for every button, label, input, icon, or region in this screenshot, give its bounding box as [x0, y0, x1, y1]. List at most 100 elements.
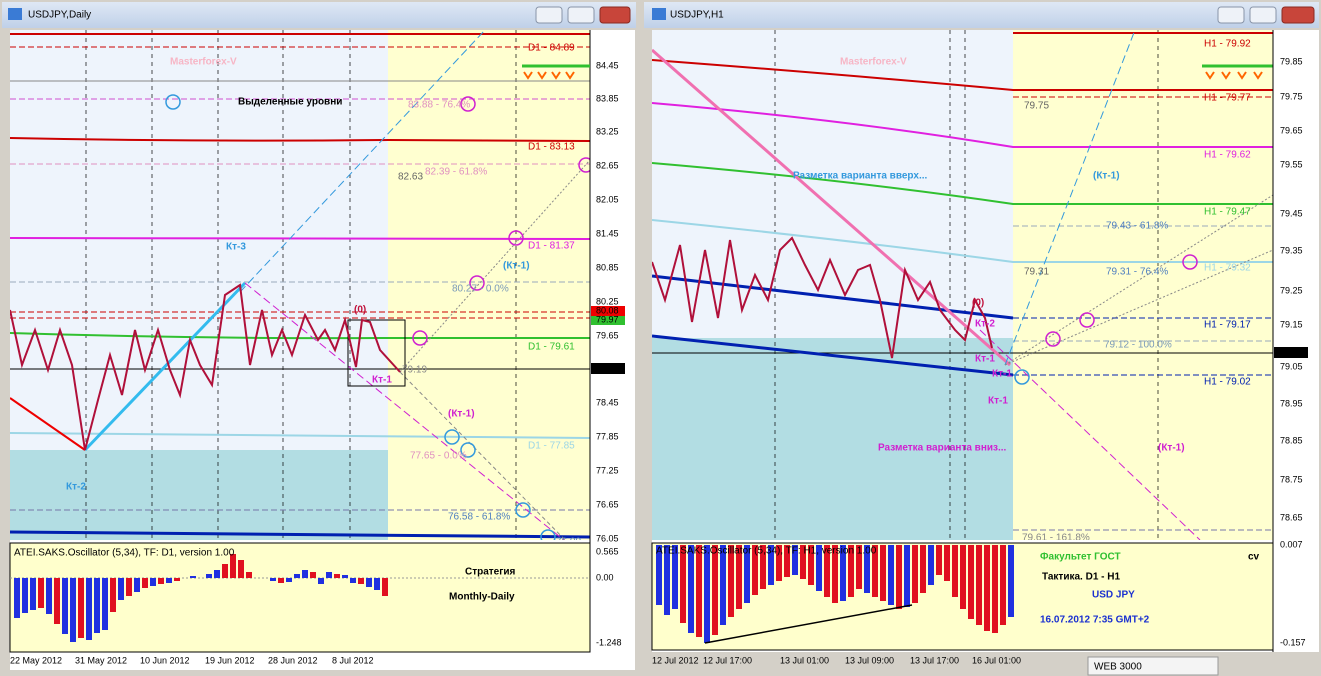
price-label: 82.65 [596, 160, 619, 170]
info-text: 16.07.2012 7:35 GMT+2 [1040, 615, 1150, 626]
date-label: 8 Jul 2012 [332, 655, 374, 665]
annotation: (Кт-1) [1093, 171, 1120, 182]
oscillator-title: ATEI.SAKS.Oscillator (5,34), TF: H1, ver… [656, 546, 877, 557]
trendlines [10, 30, 590, 540]
bg-zone [10, 450, 388, 540]
level-label: H1 - 79.17 [1204, 320, 1251, 331]
date-label: 28 Jun 2012 [268, 655, 318, 665]
date-label: 10 Jun 2012 [140, 655, 190, 665]
watermark: Masterforex-V [170, 57, 237, 68]
bg-future [388, 30, 590, 540]
price-label: 78.95 [1280, 398, 1303, 408]
price-tag: 79.08 [1279, 347, 1302, 357]
price-label: 82.05 [596, 194, 619, 204]
price-label: 81.45 [596, 228, 619, 238]
price-label: 77.85 [596, 431, 619, 441]
annotation: Кт-1 [975, 354, 995, 365]
close-button[interactable] [1281, 6, 1315, 24]
osc-label: 0.565 [596, 546, 619, 556]
annotation: Кт-2 [66, 482, 86, 493]
price-label: 79.05 [1280, 361, 1303, 371]
oscillator-title: ATEI.SAKS.Oscillator (5,34), TF: D1, ver… [14, 548, 235, 559]
date-label: 12 Jul 17:00 [703, 655, 752, 665]
annotation: 83.88 - 76.4% [408, 100, 470, 111]
annotation: 80.27 - 0.0% [452, 284, 509, 295]
info-text: Факультет ГОСТ [1040, 552, 1121, 563]
oscillator: ATEI.SAKS.Oscillator (5,34), TF: D1, ver… [9, 542, 622, 653]
main-chart: Masterforex-V Выделенные уровни D1 - 84.… [10, 30, 590, 540]
price-tag: 80.08 [596, 305, 619, 315]
annotation: 82.39 - 61.8% [425, 167, 487, 178]
price-label: 83.85 [596, 93, 619, 103]
price-tag: 79.97 [596, 314, 619, 324]
oscillator: ATEI.SAKS.Oscillator (5,34), TF: H1, ver… [651, 539, 1306, 651]
level-label: D1 - 79.61 [528, 342, 575, 353]
price-label: 76.65 [596, 499, 619, 509]
price-label: 78.85 [1280, 435, 1303, 445]
window-icon [8, 8, 22, 20]
price-label: 78.45 [596, 397, 619, 407]
price-label: 83.25 [596, 126, 619, 136]
maximize-button[interactable] [1249, 6, 1277, 24]
annotation: Кт-1 [372, 375, 392, 386]
level-label: D1 - 81.37 [528, 241, 575, 252]
date-label: 13 Jul 17:00 [910, 655, 959, 665]
annotation: Кт-1 [992, 369, 1012, 380]
price-label: 78.65 [1280, 512, 1303, 522]
level-label: H1 - 79.92 [1204, 39, 1251, 50]
price-label: 76.05 [596, 533, 619, 543]
level-label: H1 - 79.32 [1204, 263, 1251, 274]
watermark: Masterforex-V [840, 57, 907, 68]
annotation: Выделенные уровни [238, 97, 342, 108]
annotation: 82.63 [398, 172, 423, 183]
date-axis: 22 May 2012 31 May 2012 10 Jun 2012 19 J… [10, 655, 374, 665]
date-label: 16 Jul 01:00 [972, 655, 1021, 665]
date-label: 19 Jun 2012 [205, 655, 255, 665]
price-label: 79.15 [1280, 319, 1303, 329]
date-label: 12 Jul 2012 [652, 655, 699, 665]
annotation: 79.12 - 100.0% [1104, 340, 1172, 351]
minimize-button[interactable] [535, 6, 563, 24]
annotation: (Кт-1) [503, 261, 530, 272]
level-label: D1 - 84.89 [528, 43, 575, 54]
price-label: 77.25 [596, 465, 619, 475]
annotation: 79.31 [1024, 267, 1049, 278]
strategy-text: Стратегия [465, 567, 516, 578]
level-label: H1 - 79.62 [1204, 150, 1251, 161]
annotation: Разметка варианта вверх... [793, 171, 928, 182]
price-label: 79.65 [1280, 125, 1303, 135]
minimize-button[interactable] [1217, 6, 1245, 24]
status-box [1087, 656, 1219, 676]
levels [10, 33, 590, 539]
date-label: 13 Jul 09:00 [845, 655, 894, 665]
osc-label: -0.157 [1280, 637, 1306, 647]
maximize-button[interactable] [567, 6, 595, 24]
price-label: 79.85 [1280, 56, 1303, 66]
level-label: H1 - 79.47 [1204, 207, 1251, 218]
window-title: USDJPY,Daily [28, 10, 91, 21]
price-label: 78.75 [1280, 474, 1303, 484]
main-chart: Masterforex-V H1 - 79.92 H1 - 79.77 79.7… [652, 30, 1273, 540]
title-bar [2, 2, 636, 28]
annotation: 79.19 [402, 365, 427, 376]
left-window: USDJPY,Daily Masterforex-V Выделенные ур… [0, 0, 638, 676]
osc-label: 0.007 [1280, 539, 1303, 549]
close-button[interactable] [599, 6, 631, 24]
annotation: 77.65 - 0.0% [410, 451, 467, 462]
status-text: WEB 3000 [1094, 662, 1142, 673]
info-text: USD JPY [1092, 590, 1135, 601]
level-label: D1 - 77.85 [528, 441, 575, 452]
price-tag: 79.08 [596, 363, 619, 373]
price-label: 79.25 [1280, 285, 1303, 295]
date-label: 31 May 2012 [75, 655, 127, 665]
price-label: 84.45 [596, 60, 619, 70]
annotation: (Кт-1) [1158, 443, 1185, 454]
date-label: 22 May 2012 [10, 655, 62, 665]
price-zigzag [10, 283, 401, 451]
price-label: 79.75 [1280, 91, 1303, 101]
annotation: Кт-3 [226, 242, 246, 253]
price-label: 79.35 [1280, 245, 1303, 255]
price-label: 80.25 [596, 296, 619, 306]
markers [165, 94, 590, 540]
